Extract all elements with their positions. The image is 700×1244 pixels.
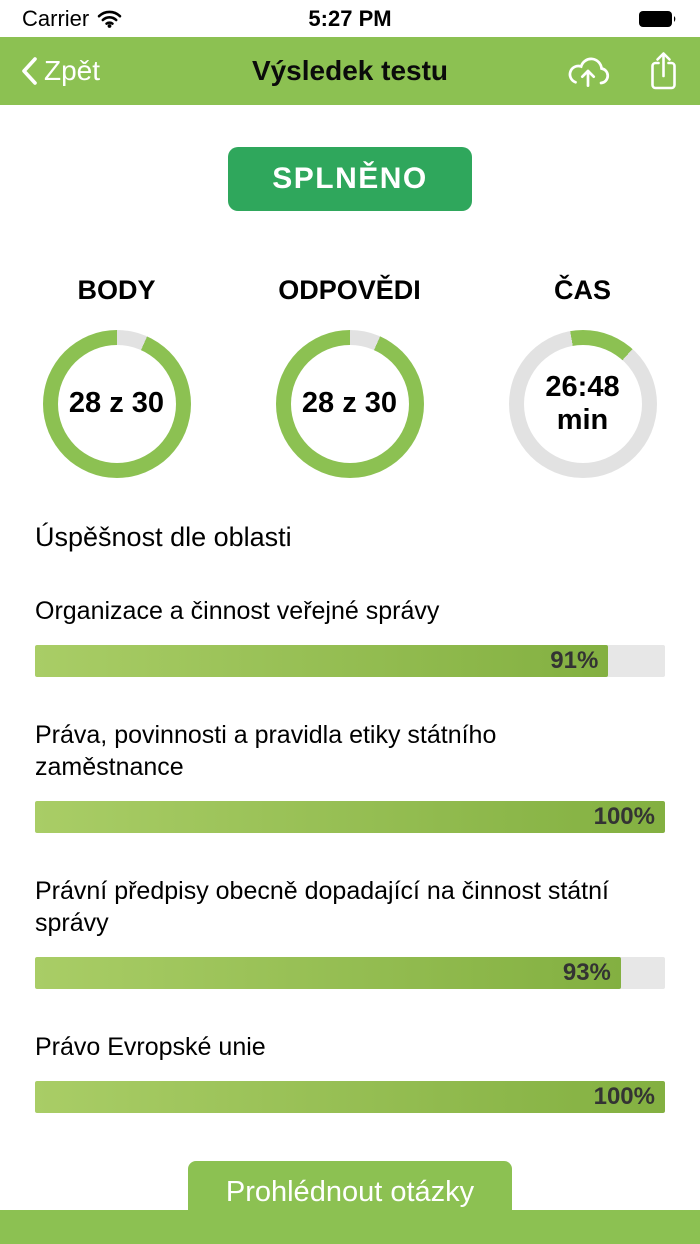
donut-hole <box>57 345 176 463</box>
bar-group: Právní předpisy obecně dopadající na čin… <box>35 875 665 989</box>
back-button[interactable]: Zpět <box>20 55 100 87</box>
progress-bar-track: 91% <box>35 645 665 677</box>
clock: 5:27 PM <box>308 5 392 31</box>
time-value-line2: min <box>556 404 609 436</box>
cloud-upload-icon[interactable] <box>563 53 613 89</box>
chevron-left-icon <box>20 56 38 86</box>
progress-bar-track: 100% <box>35 801 665 833</box>
home-indicator-strip <box>0 1210 700 1244</box>
progress-bar-fill: 100% <box>35 801 665 833</box>
progress-bar-track: 100% <box>35 1081 665 1113</box>
progress-bar-fill: 93% <box>35 957 621 989</box>
bar-label: Právní předpisy obecně dopadající na čin… <box>35 877 609 937</box>
area-success-bars: Organizace a činnost veřejné správy 91% … <box>0 595 700 1113</box>
bar-label: Práva, povinnosti a pravidla etiky státn… <box>35 721 497 781</box>
nav-bar: Zpět Výsledek testu <box>0 37 700 105</box>
ring-answers: ODPOVĚDI 28 z 30 <box>233 275 466 478</box>
points-value: 28 z 30 <box>68 387 165 420</box>
bar-label: Organizace a činnost veřejné správy <box>35 597 440 625</box>
section-title: Úspěšnost dle oblasti <box>35 522 292 552</box>
bar-group: Právo Evropské unie 100% <box>35 1031 665 1113</box>
progress-percent: 91% <box>550 647 599 674</box>
score-rings: BODY 28 z 30 ODPOVĚDI 28 z 30 ČAS <box>0 275 700 478</box>
donut-hole <box>523 345 642 463</box>
ring-answers-label: ODPOVĚDI <box>278 275 421 305</box>
time-donut-chart: 26:48 min <box>508 330 657 478</box>
ring-points-label: BODY <box>77 275 156 305</box>
points-donut-chart: 28 z 30 <box>42 330 191 478</box>
bar-label: Právo Evropské unie <box>35 1033 266 1061</box>
result-status-badge: SPLNĚNO <box>228 147 472 211</box>
answers-donut-chart: 28 z 30 <box>275 330 424 478</box>
answers-value: 28 z 30 <box>301 387 398 420</box>
ring-time: ČAS 26:48 min <box>466 275 699 478</box>
share-icon[interactable] <box>647 50 680 92</box>
carrier-label: Carrier <box>22 5 90 31</box>
progress-percent: 93% <box>562 959 611 986</box>
donut-hole <box>290 345 409 463</box>
battery-icon <box>638 9 678 29</box>
progress-bar-fill: 100% <box>35 1081 665 1113</box>
ring-points: BODY 28 z 30 <box>0 275 233 478</box>
progress-percent: 100% <box>593 1083 655 1110</box>
back-label: Zpět <box>44 55 101 86</box>
progress-percent: 100% <box>593 803 655 830</box>
ring-time-label: ČAS <box>553 275 611 305</box>
bar-group: Organizace a činnost veřejné správy 91% <box>35 595 665 677</box>
status-bar: Carrier 5:27 PM <box>0 0 700 37</box>
progress-bar-fill: 91% <box>35 645 609 677</box>
bar-group: Práva, povinnosti a pravidla etiky státn… <box>35 719 665 833</box>
time-value: 26:48 <box>545 370 620 403</box>
wifi-icon <box>97 9 122 28</box>
progress-bar-track: 93% <box>35 957 665 989</box>
